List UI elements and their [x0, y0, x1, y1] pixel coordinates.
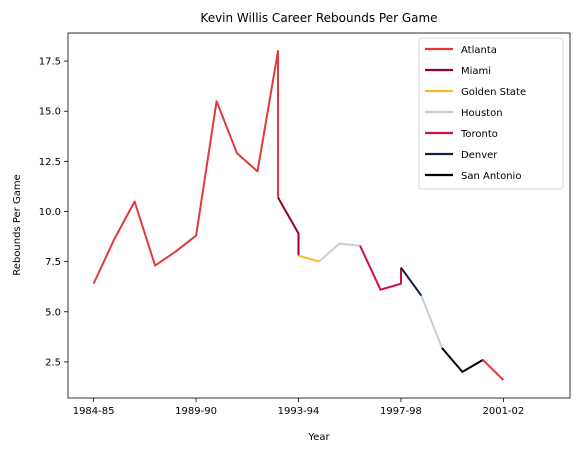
x-axis: 1984-851989-901993-941997-982001-022006-… — [73, 398, 525, 417]
series-line-atlanta-0 — [92, 50, 279, 285]
legend-label: Golden State — [461, 87, 526, 98]
series-line-san-antonio-7 — [441, 347, 484, 373]
x-tick-label: 2001-02 — [483, 406, 525, 417]
series-line-golden-state-2 — [298, 254, 320, 263]
y-tick-label: 12.5 — [39, 157, 61, 168]
legend-label: San Antonio — [461, 171, 521, 182]
series-line-toronto-4 — [359, 245, 402, 291]
x-tick-label: 1984-85 — [73, 406, 115, 417]
y-tick-label: 2.5 — [45, 357, 61, 368]
y-axis-label: Rebounds Per Game — [12, 174, 23, 275]
y-tick-label: 10.0 — [39, 207, 61, 218]
y-tick-label: 7.5 — [45, 257, 61, 268]
series-line-denver-5 — [400, 267, 423, 297]
legend-label: Denver — [461, 150, 498, 161]
series-line-houston-6 — [420, 295, 443, 349]
y-axis: 2.5 5.0 7.5 10.0 12.5 15.0 17.5 — [39, 57, 68, 368]
legend-box — [418, 37, 564, 190]
series-line-houston-3 — [318, 242, 361, 263]
x-tick-label: 1989-90 — [175, 406, 217, 417]
legend-label: Atlanta — [461, 45, 497, 56]
y-tick-label: 15.0 — [39, 107, 61, 118]
y-tick-label: 17.5 — [39, 57, 61, 68]
plot-lines — [92, 50, 505, 381]
legend: Atlanta Miami Golden State Houston Toronto De… — [418, 37, 564, 190]
legend-label: Miami — [461, 66, 491, 77]
plot-frame — [67, 32, 571, 399]
x-axis-label: Year — [307, 432, 330, 443]
legend-label: Houston — [461, 108, 503, 119]
x-tick-label: 1997-98 — [380, 406, 422, 417]
x-tick-label: 1993-94 — [278, 406, 320, 417]
series-line-atlanta-8 — [482, 359, 505, 381]
series-line-miami-1 — [277, 197, 300, 256]
y-tick-label: 5.0 — [45, 307, 61, 318]
legend-label: Toronto — [460, 129, 498, 140]
chart-title: Kevin Willis Career Rebounds Per Game — [200, 11, 437, 25]
